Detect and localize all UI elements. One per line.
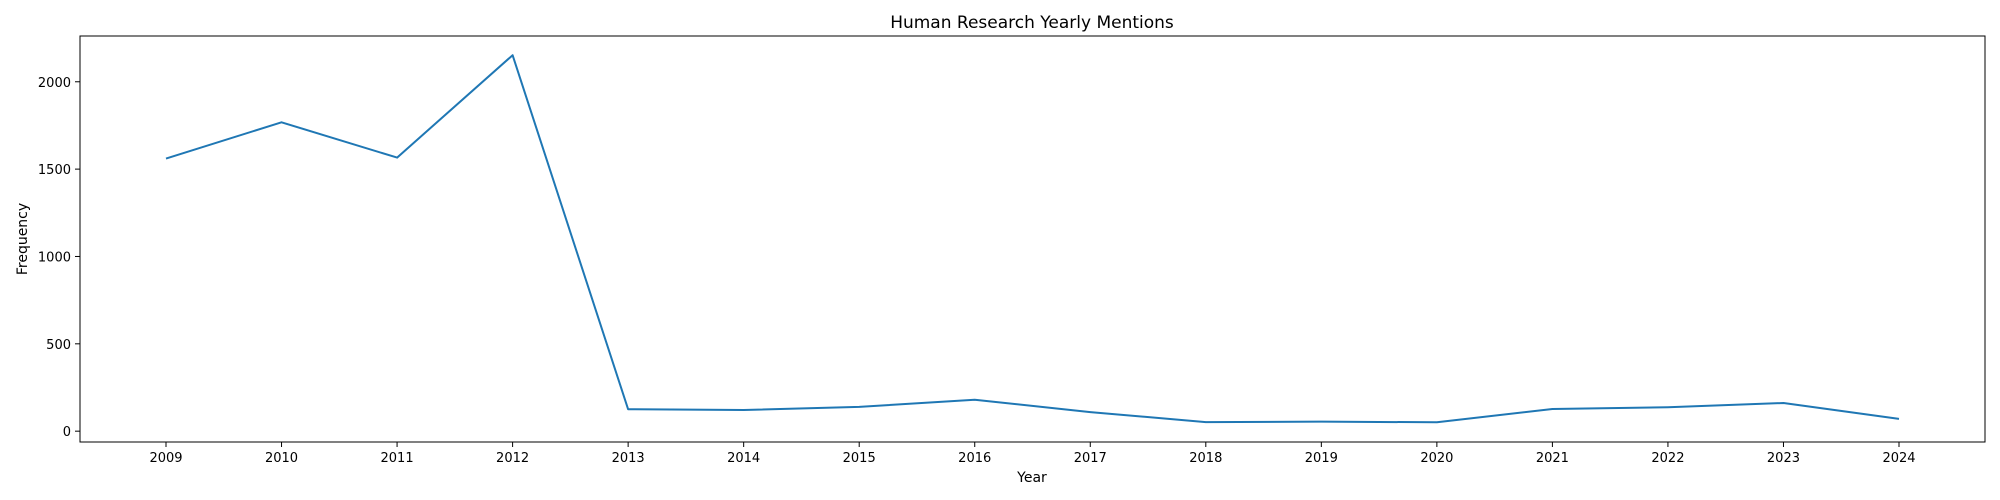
- x-tick-label: 2021: [1536, 451, 1569, 466]
- series-layer: [165, 54, 1900, 424]
- x-tick-label: 2019: [1305, 451, 1338, 466]
- y-tick-label: 1000: [38, 250, 71, 265]
- x-axis: 2009 2010 2011 2012 2013 2014 2015 2016 2017 2018…: [149, 442, 1916, 466]
- x-tick-label: 2015: [843, 451, 876, 466]
- x-tick-label: 2014: [727, 451, 760, 466]
- x-tick-label: 2013: [612, 451, 645, 466]
- x-tick-label: 2011: [381, 451, 414, 466]
- x-axis-label: Year: [1016, 470, 1047, 486]
- x-tick-label: 2009: [149, 451, 182, 466]
- y-tick-label: 0: [63, 425, 71, 440]
- x-tick-label: 2012: [496, 451, 529, 466]
- x-tick-label: 2020: [1420, 451, 1453, 466]
- x-tick-label: 2016: [958, 451, 991, 466]
- x-tick-label: 2022: [1651, 451, 1684, 466]
- y-tick-label: 2000: [38, 76, 71, 91]
- x-tick-label: 2024: [1882, 451, 1915, 466]
- y-axis: 0 500 1000 1500 2000: [38, 76, 80, 440]
- y-axis-label: Frequency: [15, 203, 31, 275]
- x-tick-label: 2017: [1074, 451, 1107, 466]
- x-tick-label: 2018: [1189, 451, 1222, 466]
- plot-area-frame: [79, 35, 1986, 443]
- series-line: [165, 54, 1900, 424]
- chart-title: Human Research Yearly Mentions: [890, 13, 1174, 33]
- y-tick-label: 500: [46, 338, 71, 353]
- x-tick-label: 2010: [265, 451, 298, 466]
- x-tick-label: 2023: [1767, 451, 1800, 466]
- y-tick-label: 1500: [38, 163, 71, 178]
